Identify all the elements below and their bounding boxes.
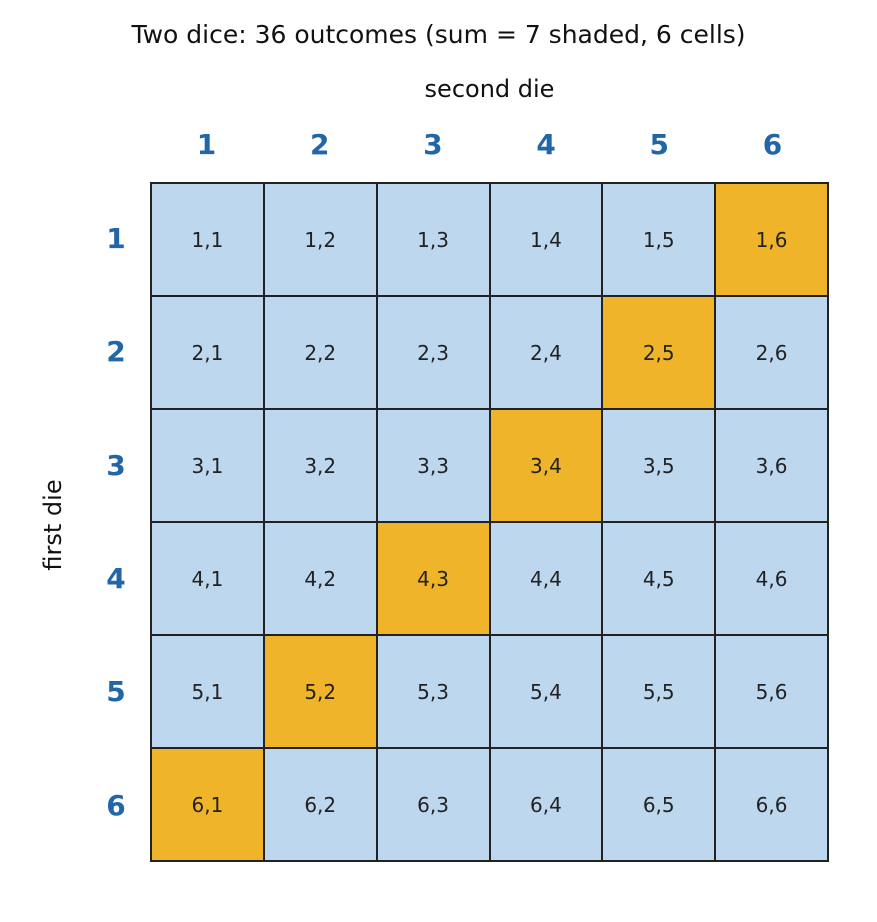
outcome-cell: 4,6 (715, 522, 828, 635)
column-header: 4 (536, 128, 556, 161)
outcome-cell: 1,3 (376, 183, 490, 296)
outcome-cell: 3,3 (376, 409, 490, 522)
outcome-cell: 3,2 (263, 409, 377, 522)
outcome-cell: 6,3 (376, 748, 490, 861)
highlighted-outcome-cell: 1,6 (715, 183, 828, 296)
highlighted-outcome-cell: 5,2 (263, 635, 377, 748)
column-header: 6 (762, 128, 783, 161)
highlighted-outcome-cell: 2,5 (602, 296, 716, 409)
row-header: 4 (106, 561, 126, 595)
outcome-cell: 4,2 (263, 522, 377, 635)
outcome-cell: 5,3 (376, 635, 490, 748)
outcome-cell: 3,5 (602, 409, 716, 522)
outcome-cell: 6,5 (602, 748, 716, 861)
row-header: 5 (106, 675, 126, 709)
outcome-cell: 4,5 (602, 522, 716, 635)
figure-title: Two dice: 36 outcomes (sum = 7 shaded, 6… (131, 20, 746, 49)
outcome-cell: 2,3 (376, 296, 490, 409)
outcome-cell: 6,4 (489, 748, 603, 861)
outcome-cell: 1,1 (151, 183, 264, 296)
column-header: 3 (423, 128, 443, 161)
outcome-cell: 3,1 (151, 409, 264, 522)
highlighted-outcome-cell: 3,4 (489, 409, 603, 522)
outcome-cell: 4,1 (151, 522, 264, 635)
outcome-cell: 2,1 (151, 296, 264, 409)
outcome-cell: 6,2 (263, 748, 377, 861)
row-header: 3 (106, 448, 126, 482)
column-header: 2 (309, 128, 330, 161)
column-header: 5 (649, 128, 670, 161)
row-header: 6 (106, 788, 126, 822)
x-axis-label: second die (424, 75, 555, 103)
row-header: 1 (106, 222, 126, 255)
outcome-cell: 5,6 (715, 635, 828, 748)
outcome-cell: 5,5 (602, 635, 716, 748)
outcome-cell: 1,4 (489, 183, 603, 296)
outcome-cell: 5,1 (151, 635, 264, 748)
outcome-cell: 3,6 (715, 409, 828, 522)
outcome-cell: 2,4 (489, 296, 603, 409)
outcome-cell: 5,4 (489, 635, 603, 748)
row-header: 2 (106, 335, 126, 369)
outcome-cell: 1,5 (602, 183, 716, 296)
outcome-cell: 2,6 (715, 296, 828, 409)
outcome-cell: 1,2 (263, 183, 377, 296)
outcome-cell: 2,2 (263, 296, 377, 409)
highlighted-outcome-cell: 6,1 (151, 748, 264, 861)
outcome-grid: 1,1 1,2 1,3 1,4 1,5 1,6 2,1 2,2 2,3 2,4 2,5 2,6 3,1 3… (150, 182, 829, 862)
highlighted-outcome-cell: 4,3 (376, 522, 490, 635)
outcome-cell: 6,6 (715, 748, 828, 861)
column-header: 1 (196, 128, 217, 161)
y-axis-label: first die (39, 479, 67, 571)
outcome-cell: 4,4 (489, 522, 603, 635)
